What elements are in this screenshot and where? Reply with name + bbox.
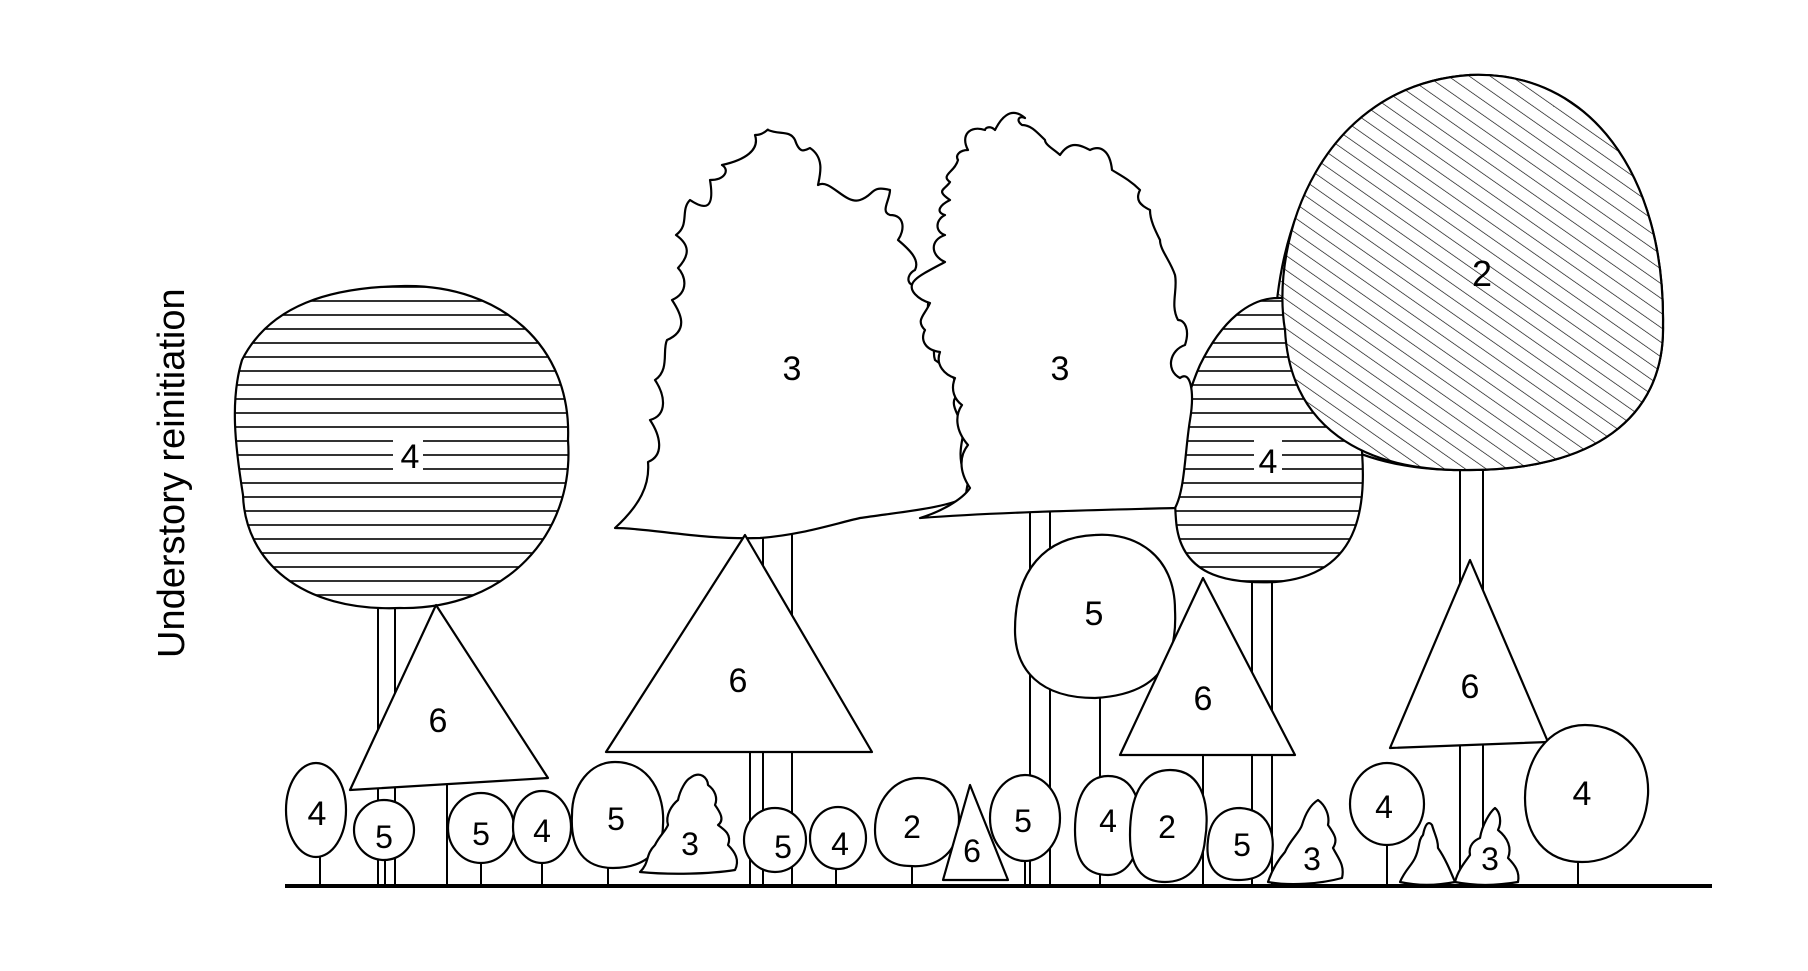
tree-a-label: 4: [401, 438, 420, 476]
svg-text:4: 4: [1375, 789, 1393, 825]
understory-item: 4: [511, 789, 573, 885]
svg-text:3: 3: [1481, 841, 1499, 877]
tree-e-label-front: 2: [1472, 253, 1492, 294]
understory-item: 3: [638, 773, 739, 875]
mid-4-label: 6: [1194, 680, 1213, 718]
understory-item: 5: [742, 806, 808, 874]
svg-text:5: 5: [375, 819, 393, 855]
understory-item: 4: [1348, 761, 1426, 885]
understory-item: 5: [446, 791, 516, 885]
tree-b-crown: 3: [613, 128, 972, 540]
understory-item: 2: [873, 776, 961, 885]
svg-text:4: 4: [1099, 803, 1117, 839]
mid-3-label: 5: [1085, 595, 1104, 633]
diagram-title: Understory reinitiation: [151, 288, 193, 658]
svg-text:4: 4: [308, 795, 327, 833]
svg-text:5: 5: [1014, 803, 1032, 839]
understory-item: 3: [1266, 798, 1344, 886]
understory-item: 4: [1073, 774, 1142, 877]
svg-text:3: 3: [1303, 841, 1321, 877]
understory-item: 4: [284, 761, 348, 885]
svg-text:5: 5: [607, 801, 625, 837]
mid-6-center: 6: [604, 533, 874, 885]
understory-item: 5: [1206, 806, 1274, 882]
understory-item: 5: [988, 773, 1062, 885]
tree-e-crown-front: [1281, 73, 1665, 472]
svg-text:6: 6: [963, 833, 981, 869]
understory: 4 5 5 4 5 3 5: [284, 723, 1650, 887]
mid-6-left: 6: [348, 603, 550, 885]
svg-text:4: 4: [1573, 775, 1592, 813]
svg-text:5: 5: [1233, 827, 1251, 863]
tree-a-crown: 4: [233, 284, 570, 610]
svg-text:3: 3: [681, 826, 699, 862]
mid-5-round: 5: [1013, 533, 1177, 885]
mid-1-label: 6: [429, 702, 448, 740]
mid-2-label: 6: [729, 662, 748, 700]
svg-text:5: 5: [774, 829, 792, 865]
mid-6-right-b: 6: [1388, 558, 1550, 750]
svg-text:5: 5: [472, 816, 490, 852]
understory-item: 5: [352, 798, 416, 885]
understory-item: 5: [570, 760, 665, 885]
understory-item: 6: [941, 783, 1010, 882]
svg-text:4: 4: [831, 826, 849, 862]
understory-item: 3: [1398, 806, 1520, 887]
tree-c-crown: 3: [910, 111, 1194, 520]
tree-b-label: 3: [783, 350, 802, 388]
svg-text:2: 2: [1158, 809, 1176, 845]
svg-text:2: 2: [903, 809, 921, 845]
tree-d-label: 4: [1259, 443, 1278, 481]
understory-item: 2: [1128, 768, 1208, 884]
svg-text:4: 4: [533, 813, 551, 849]
understory-item: 4: [808, 805, 868, 885]
tree-c-label: 3: [1051, 350, 1070, 388]
mid-5-label: 6: [1461, 668, 1480, 706]
understory-item: 4: [1523, 723, 1650, 885]
